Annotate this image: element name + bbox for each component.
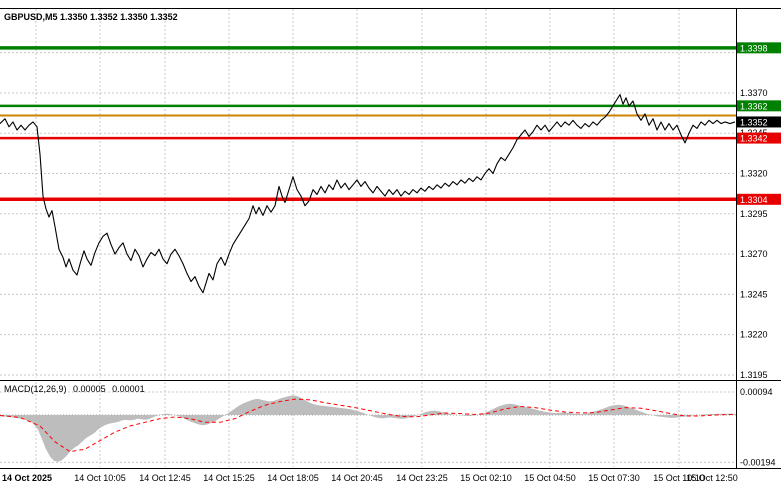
macd-name: MACD(12,26,9) — [4, 384, 67, 394]
time-tick-label: 15 Oct 07:30 — [588, 473, 640, 483]
time-tick-label: 14 Oct 20:45 — [331, 473, 383, 483]
macd-main-value: 0.00005 — [73, 384, 106, 394]
macd-tick-label: 0.00094 — [740, 387, 773, 397]
time-tick-label: 14 Oct 10:05 — [74, 473, 126, 483]
macd-tick-label: -0.00194 — [740, 457, 776, 467]
price-tick-label: 1.3270 — [740, 249, 768, 259]
time-tick-label: 14 Oct 2025 — [2, 473, 52, 483]
price-tick-label: 1.3320 — [740, 169, 768, 179]
current-price-badge-bg — [737, 116, 781, 128]
time-tick-label: 15 Oct 10:10 — [653, 473, 705, 483]
time-tick-label: 15 Oct 04:50 — [524, 473, 576, 483]
price-tick-label: 1.3245 — [740, 289, 768, 299]
level-price-badge: 1.3398 — [740, 43, 768, 53]
macd-signal-value: 0.00001 — [112, 384, 145, 394]
symbol-ohlc-label: GBPUSD,M5 1.3350 1.3352 1.3350 1.3352 — [4, 12, 178, 22]
current-price-badge: 1.3352 — [740, 117, 768, 127]
time-axis[interactable] — [0, 469, 781, 489]
level-price-badge: 1.3304 — [740, 195, 768, 205]
price-tick-label: 1.3195 — [740, 370, 768, 380]
macd-signal-line — [0, 398, 736, 453]
symbol-name: GBPUSD,M5 — [4, 12, 58, 22]
ohlc-values: 1.3350 1.3352 1.3350 1.3352 — [60, 12, 178, 22]
level-price-badge: 1.3342 — [740, 134, 768, 144]
time-tick-label: 14 Oct 12:45 — [139, 473, 191, 483]
level-price-badge-bg — [737, 193, 781, 205]
level-price-badge: 1.3362 — [740, 101, 768, 111]
level-price-badge-bg — [737, 100, 781, 112]
time-tick-label: 15 Oct 02:10 — [460, 473, 512, 483]
price-tick-label: 1.3295 — [740, 209, 768, 219]
time-tick-label: 15 Oct 12:50 — [686, 473, 738, 483]
macd-indicator-label: MACD(12,26,9) 0.00005 0.00001 — [4, 384, 149, 394]
time-tick-label: 14 Oct 15:25 — [203, 473, 255, 483]
macd-histogram — [0, 395, 735, 462]
time-tick-label: 14 Oct 18:05 — [267, 473, 319, 483]
price-tick-label: 1.3220 — [740, 330, 768, 340]
time-tick-label: 14 Oct 23:25 — [396, 473, 448, 483]
price-axis[interactable] — [737, 9, 781, 468]
price-line — [0, 94, 736, 294]
level-price-badge-bg — [737, 132, 781, 144]
price-tick-label: 1.3370 — [740, 88, 768, 98]
level-price-badge-bg — [737, 42, 781, 54]
